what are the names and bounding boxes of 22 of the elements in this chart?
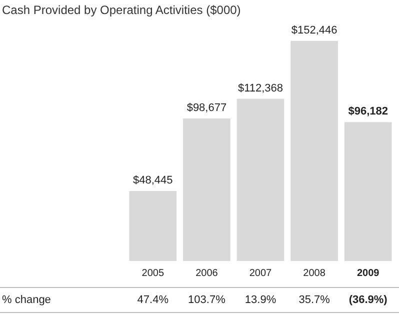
data-label: $96,182 (348, 106, 388, 118)
x-tick-label: 2009 (356, 268, 380, 279)
text: 103.7% (188, 294, 226, 306)
x-tick-label: 2005 (142, 268, 164, 279)
chart-title: Cash Provided by Operating Activities ($000) (2, 3, 241, 17)
text: (36.9%) (348, 294, 388, 306)
x-tick-label: 2006 (196, 268, 218, 279)
data-label: $98,677 (186, 102, 227, 114)
x-tick-label: 2008 (303, 268, 326, 279)
text: 35.7% (298, 294, 330, 306)
data-label: $48,445 (133, 174, 173, 187)
bar (236, 98, 284, 261)
text: % change (2, 294, 51, 306)
x-tick-label: 2007 (249, 268, 272, 279)
text: 47.4% (137, 294, 169, 306)
text: 13.9% (244, 294, 276, 306)
bar (129, 191, 177, 261)
data-label: $152,446 (291, 24, 338, 36)
bar (290, 40, 338, 261)
data-label: $112,368 (238, 82, 284, 94)
bar (183, 118, 230, 261)
bar (344, 122, 392, 261)
